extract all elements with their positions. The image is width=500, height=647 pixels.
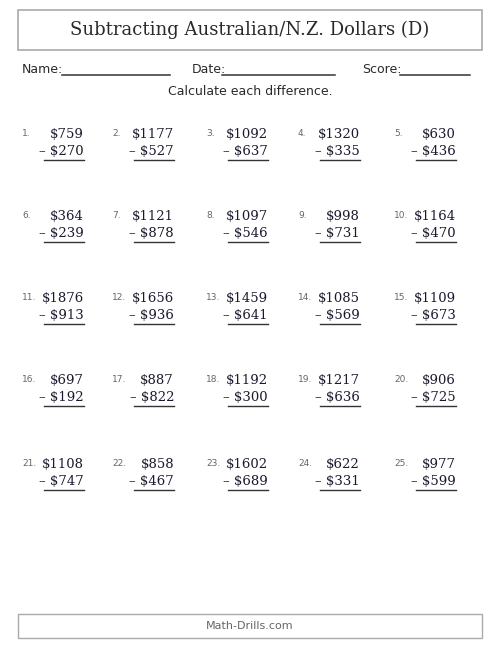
Text: $1085: $1085 [318,292,360,305]
Text: 9.: 9. [298,211,306,220]
Text: $1656: $1656 [132,292,174,305]
Text: – $936: – $936 [129,309,174,322]
Text: $1164: $1164 [414,210,456,223]
Text: 11.: 11. [22,293,36,302]
Text: Score:: Score: [362,63,402,76]
Text: $1109: $1109 [414,292,456,305]
Text: 21.: 21. [22,459,36,468]
Text: – $436: – $436 [411,145,456,158]
Text: Name:: Name: [22,63,63,76]
Text: 13.: 13. [206,293,220,302]
Bar [18,10,482,50]
Text: $622: $622 [326,458,360,471]
Text: – $641: – $641 [224,309,268,322]
Text: – $725: – $725 [412,391,456,404]
Text: – $913: – $913 [39,309,84,322]
Text: 6.: 6. [22,211,30,220]
Text: – $731: – $731 [316,227,360,240]
Text: – $599: – $599 [411,475,456,488]
Text: – $527: – $527 [130,145,174,158]
Text: $1092: $1092 [226,128,268,141]
Text: – $747: – $747 [39,475,84,488]
Text: $1177: $1177 [132,128,174,141]
Text: – $546: – $546 [224,227,268,240]
Text: 18.: 18. [206,375,220,384]
Text: 20.: 20. [394,375,408,384]
Text: – $822: – $822 [130,391,174,404]
Text: $1121: $1121 [132,210,174,223]
Text: $759: $759 [50,128,84,141]
Text: $887: $887 [140,374,174,387]
Text: 19.: 19. [298,375,312,384]
Text: – $569: – $569 [316,309,360,322]
Text: 23.: 23. [206,459,220,468]
Text: – $192: – $192 [40,391,84,404]
Text: $1108: $1108 [42,458,84,471]
Text: – $878: – $878 [130,227,174,240]
Text: $697: $697 [50,374,84,387]
Text: 3.: 3. [206,129,214,138]
Text: – $300: – $300 [224,391,268,404]
Text: $998: $998 [326,210,360,223]
Text: $1217: $1217 [318,374,360,387]
Text: – $239: – $239 [39,227,84,240]
Text: $1876: $1876 [42,292,84,305]
Text: 22.: 22. [112,459,126,468]
Text: $1602: $1602 [226,458,268,471]
Text: 2.: 2. [112,129,120,138]
Text: Math-Drills.com: Math-Drills.com [206,621,294,631]
Text: $1097: $1097 [226,210,268,223]
Text: – $636: – $636 [315,391,360,404]
Text: 1.: 1. [22,129,30,138]
Text: $858: $858 [140,458,174,471]
Text: – $270: – $270 [40,145,84,158]
Text: Calculate each difference.: Calculate each difference. [168,85,332,98]
Text: 8.: 8. [206,211,214,220]
Text: $364: $364 [50,210,84,223]
Text: 15.: 15. [394,293,408,302]
Text: 10.: 10. [394,211,408,220]
Text: – $673: – $673 [411,309,456,322]
Text: $1320: $1320 [318,128,360,141]
Text: 5.: 5. [394,129,402,138]
Text: – $637: – $637 [223,145,268,158]
Text: $1192: $1192 [226,374,268,387]
Text: 16.: 16. [22,375,36,384]
Text: 7.: 7. [112,211,120,220]
Text: $906: $906 [422,374,456,387]
Text: 25.: 25. [394,459,408,468]
Text: 24.: 24. [298,459,312,468]
Text: 4.: 4. [298,129,306,138]
Text: Subtracting Australian/N.Z. Dollars (D): Subtracting Australian/N.Z. Dollars (D) [70,21,430,39]
Text: $1459: $1459 [226,292,268,305]
Text: – $689: – $689 [223,475,268,488]
Text: – $470: – $470 [412,227,456,240]
Text: 12.: 12. [112,293,126,302]
Text: – $331: – $331 [316,475,360,488]
Text: $977: $977 [422,458,456,471]
Text: – $467: – $467 [129,475,174,488]
Text: Date:: Date: [192,63,226,76]
Text: – $335: – $335 [316,145,360,158]
Text: $630: $630 [422,128,456,141]
Text: 14.: 14. [298,293,312,302]
Bar [18,614,482,638]
Text: 17.: 17. [112,375,126,384]
